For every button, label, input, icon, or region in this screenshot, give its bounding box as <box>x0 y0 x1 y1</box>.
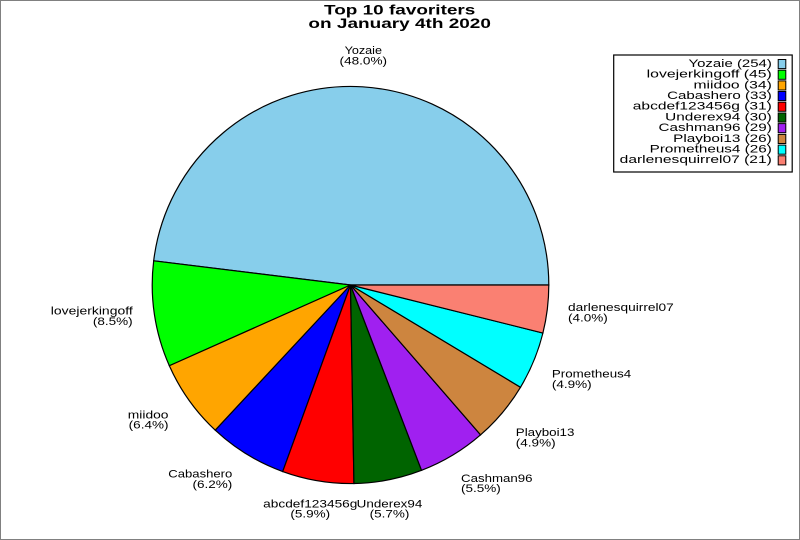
svg-text:(4.9%): (4.9%) <box>552 379 592 391</box>
svg-text:Prometheus4: Prometheus4 <box>552 369 631 381</box>
svg-text:Underex94 (30): Underex94 (30) <box>665 111 772 123</box>
svg-text:Cashman96: Cashman96 <box>461 473 533 485</box>
svg-text:lovejerkingoff (45): lovejerkingoff (45) <box>647 69 772 81</box>
svg-text:(5.9%): (5.9%) <box>290 509 330 521</box>
svg-text:Yozaie: Yozaie <box>345 45 382 57</box>
svg-text:(4.0%): (4.0%) <box>568 312 608 324</box>
svg-text:miidoo: miidoo <box>128 409 169 421</box>
svg-text:Underex94: Underex94 <box>357 498 423 510</box>
svg-text:(5.5%): (5.5%) <box>461 483 501 495</box>
svg-text:miidoo (34): miidoo (34) <box>694 79 772 91</box>
svg-text:Playboi13: Playboi13 <box>516 427 575 439</box>
svg-text:(5.7%): (5.7%) <box>370 509 410 521</box>
svg-text:abcdef123456g: abcdef123456g <box>263 498 357 510</box>
svg-text:abcdef123456g (31): abcdef123456g (31) <box>633 101 772 113</box>
svg-text:darlenesquirrel07: darlenesquirrel07 <box>568 302 674 314</box>
svg-text:(6.2%): (6.2%) <box>193 479 233 491</box>
svg-text:(8.5%): (8.5%) <box>93 316 133 328</box>
svg-text:lovejerkingoff: lovejerkingoff <box>51 306 134 318</box>
svg-text:(4.9%): (4.9%) <box>516 437 556 449</box>
svg-text:on January 4th 2020: on January 4th 2020 <box>308 15 491 31</box>
svg-text:Playboi13 (26): Playboi13 (26) <box>673 133 772 145</box>
svg-text:Cabashero (33): Cabashero (33) <box>667 90 772 102</box>
svg-text:Cashman96 (29): Cashman96 (29) <box>659 122 772 134</box>
svg-text:Yozaie (254): Yozaie (254) <box>689 58 772 70</box>
svg-text:Prometheus4 (26): Prometheus4 (26) <box>650 144 772 156</box>
svg-text:Top 10 favoriters: Top 10 favoriters <box>324 2 476 18</box>
svg-text:(48.0%): (48.0%) <box>340 55 388 67</box>
svg-text:darlenesquirrel07 (21): darlenesquirrel07 (21) <box>620 154 772 166</box>
svg-text:(6.4%): (6.4%) <box>129 420 169 432</box>
svg-text:Cabashero: Cabashero <box>168 469 232 481</box>
